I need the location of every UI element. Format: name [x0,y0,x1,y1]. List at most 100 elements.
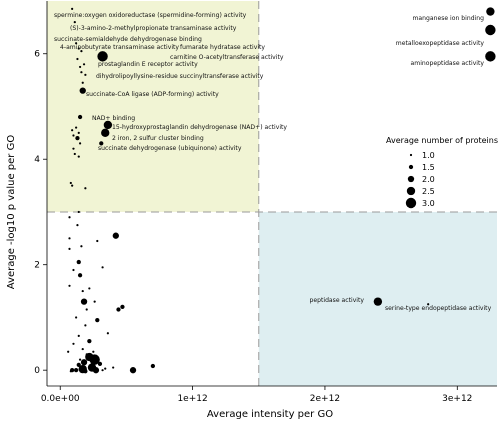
data-point [76,259,81,265]
data-point [76,224,79,227]
legend-title: Average number of proteins [386,136,498,145]
data-point [106,332,109,335]
data-point [97,361,103,366]
annotated-point [77,114,83,120]
data-point [93,300,96,303]
annotated-point [485,24,496,36]
data-point [112,232,119,239]
data-point [78,142,82,145]
data-point [68,247,71,250]
x-tick-label: 0.0e+00 [41,394,80,404]
annotated-point [101,128,110,138]
annotation-label: serine-type endopeptidase activity [385,305,492,312]
data-point [68,284,71,287]
legend-label: 1.5 [422,163,435,172]
data-point [120,304,125,310]
data-point [72,134,75,137]
legend-marker [407,175,415,183]
annotation-label: spermine:oxygen oxidoreductase (spermidi… [54,12,247,19]
data-point [68,216,71,219]
data-point [78,65,82,69]
annotated-point [486,7,495,16]
data-point [112,366,115,369]
data-point [96,239,99,243]
legend-label: 2.5 [422,187,435,196]
annotation-label: (S)-3-amino-2-methylpropionate transamin… [70,25,237,32]
legend-marker [405,197,417,209]
data-point [129,367,137,374]
data-point [81,81,84,84]
annotated-point [80,50,83,53]
region-high-significance [47,1,259,212]
annotations: spermine:oxygen oxidoreductase (spermidi… [54,7,496,312]
data-point [71,184,74,187]
data-point [83,369,88,374]
axes: 0.0e+00 1e+12 2e+12 3e+12 0 2 4 6 [34,1,497,404]
annotation-label: succinate dehydrogenase (ubiquinone) act… [98,145,242,152]
annotation-label: dihydrolipoyllysine-residue succinyltran… [96,73,264,80]
data-point [67,350,70,353]
y-tick-label: 4 [34,155,40,165]
data-point [76,57,79,61]
annotated-point [77,47,80,50]
annotated-point [71,7,74,11]
annotated-point [99,141,104,146]
data-point [69,370,72,373]
data-point [69,181,72,185]
annotated-point [84,73,87,76]
legend-marker [409,153,413,157]
annotation-label: prostaglandin E receptor activity [98,61,198,68]
data-point [101,266,104,269]
data-point [72,147,75,150]
legend-marker [408,164,414,170]
annotated-point [73,20,76,24]
x-tick-label: 2e+12 [310,394,340,404]
data-point [89,354,100,365]
y-tick-label: 0 [34,366,40,376]
data-point [80,359,88,366]
data-point [81,289,84,293]
annotation-label: 4-aminobutyrate transaminase activity [60,44,179,51]
data-point [77,273,83,278]
data-point [73,152,76,156]
annotation-label: metalloexopeptidase activity [396,40,485,47]
data-point [75,316,78,319]
legend: Average number of proteins 1.0 1.5 2.0 2.5 3… [386,136,498,209]
data-point [80,245,83,248]
data-point [80,71,83,74]
data-point [72,268,75,272]
annotation-label: carnitine O-acetyltransferase activity [170,54,284,61]
data-point [68,237,71,240]
annotation-label: 2 iron, 2 sulfur cluster binding [112,135,204,142]
data-point [80,298,88,305]
data-point [84,324,87,327]
data-point [77,155,80,158]
annotated-point [103,120,113,130]
annotated-point [97,51,108,62]
data-point [85,308,88,311]
x-axis-label: Average intensity per GO [207,409,333,420]
data-point [75,126,78,129]
data-point [95,317,100,323]
data-point [88,287,91,290]
data-point [71,129,74,132]
annotated-point [79,87,86,94]
annotation-label: succinate-CoA ligase (ADP-forming) activ… [86,91,219,98]
annotated-point [427,303,430,306]
data-point [77,131,80,134]
annotation-label: manganese ion binding [412,15,484,22]
data-point [76,362,81,368]
annotated-point [485,51,496,62]
annotated-point [75,42,78,45]
data-point [75,135,80,141]
legend-label: 1.0 [422,151,435,160]
annotation-label: succinate-semialdehyde dehydrogenase bin… [54,36,202,43]
annotation-label: fumarate hydratase activity [180,44,265,51]
data-point [150,363,156,369]
data-point [81,347,84,351]
data-point [92,367,100,374]
y-axis-label: Average -log10 p value per GO [6,135,17,290]
data-point [73,368,79,373]
data-point [84,187,87,190]
